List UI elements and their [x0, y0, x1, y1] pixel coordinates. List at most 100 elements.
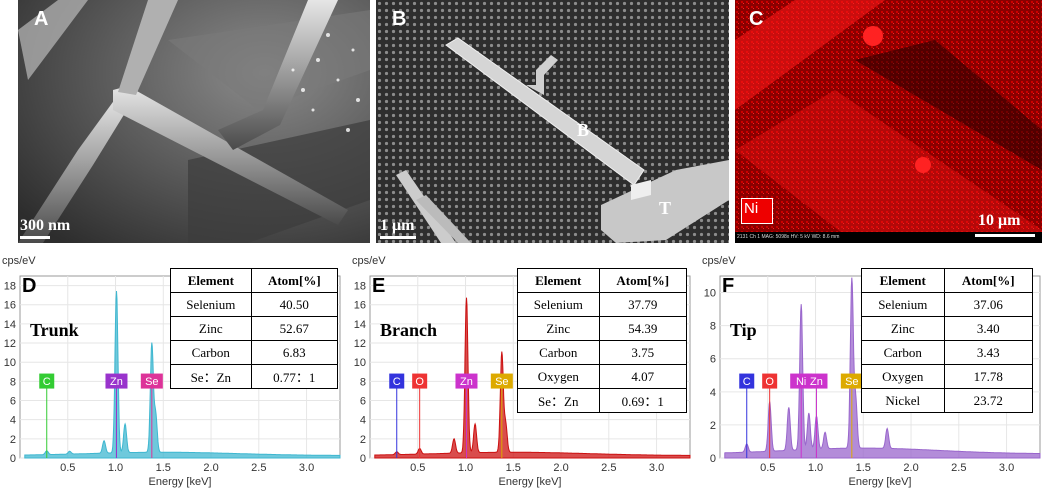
spectrum-area — [374, 297, 691, 459]
marker-tip: T — [659, 198, 672, 218]
scale-bar-c — [975, 234, 1035, 237]
peak-label-text: C — [393, 376, 401, 388]
cell-element: Selenium — [170, 292, 252, 317]
cell-value: 54.39 — [598, 316, 688, 341]
cell-value: 23.72 — [943, 388, 1034, 413]
x-axis-label: Energy [keV] — [499, 476, 562, 488]
cell-value: 37.06 — [943, 292, 1034, 317]
table-header: Element Atom[%] — [517, 268, 688, 293]
header-atom: Atom[%] — [250, 268, 339, 293]
peak-label-box — [389, 373, 405, 389]
spectrum-area — [24, 290, 341, 459]
x-tick-label: 0.5 — [410, 462, 425, 474]
x-tick-label: 2.5 — [601, 462, 616, 474]
peak-label-text: Zn — [110, 376, 123, 388]
scale-bar-a — [20, 236, 50, 239]
x-tick-label: 2.0 — [903, 462, 918, 474]
spectrum-title: Tip — [730, 320, 757, 340]
panel-label-c: C — [749, 8, 764, 30]
scale-text-a: 300 nm — [20, 217, 71, 234]
composition-table-branch: Element Atom[%] Selenium 37.79 Zinc 54.39 … — [517, 268, 688, 413]
cell-element: Se：Zn — [517, 388, 600, 413]
table-row: Nickel 23.72 — [861, 388, 1034, 413]
sem-image-branch — [376, 0, 729, 243]
cell-value: 17.78 — [943, 364, 1034, 389]
sem-info-strip: 2131 Ch 1 MAG: 5098x HV: 5 kV WD: 8.6 mm — [737, 234, 840, 240]
panel-letter: F — [722, 275, 734, 297]
y-tick-label: 0 — [10, 453, 16, 465]
y-tick-label: 10 — [354, 357, 366, 369]
sem-branch-graphic — [376, 0, 729, 243]
cell-element: Oxygen — [861, 364, 945, 389]
x-tick-label: 1.5 — [506, 462, 521, 474]
marker-branch: B — [577, 120, 590, 140]
peak-label-text: C — [743, 376, 751, 388]
table-row: Se：Zn 0.77：1 — [170, 364, 339, 389]
cell-element: Carbon — [170, 340, 252, 365]
element-tag-ni — [741, 198, 773, 224]
table-row: Oxygen 4.07 — [517, 364, 688, 389]
table-header: Element Atom[%] — [170, 268, 339, 293]
x-tick-label: 2.5 — [251, 462, 266, 474]
scale-bar-b — [380, 236, 416, 239]
panel-letter: E — [372, 275, 385, 297]
x-tick-label: 1.5 — [856, 462, 871, 474]
y-tick-label: 4 — [10, 415, 16, 427]
peak-label-box — [739, 373, 755, 389]
y-tick-label: 18 — [4, 281, 16, 293]
x-tick-label: 3.0 — [649, 462, 664, 474]
sem-trunk-graphic — [18, 0, 370, 243]
peak-label: Zn — [805, 373, 828, 389]
cell-element: Selenium — [861, 292, 945, 317]
spectrum-title: Branch — [380, 320, 437, 340]
cell-value: 0.77：1 — [250, 364, 339, 389]
peak-label-box — [39, 373, 55, 389]
cell-value: 40.50 — [250, 292, 339, 317]
y-tick-label: 8 — [10, 376, 16, 388]
y-tick-label: 10 — [4, 357, 16, 369]
cell-value: 3.43 — [943, 340, 1034, 365]
spectrum-area — [724, 277, 1041, 459]
table-row: Selenium 37.79 — [517, 292, 688, 317]
cell-element: Zinc — [170, 316, 252, 341]
peak-label: C — [39, 373, 55, 389]
peak-label-box — [840, 373, 863, 389]
y-tick-label: 2 — [10, 434, 16, 446]
peak-label-text: Zn — [810, 376, 823, 388]
cell-element: Oxygen — [517, 364, 600, 389]
header-atom: Atom[%] — [943, 268, 1034, 293]
cell-element: Zinc — [861, 316, 945, 341]
y-tick-label: 0 — [710, 453, 716, 465]
header-element: Element — [861, 268, 945, 293]
cell-element: Carbon — [861, 340, 945, 365]
cell-value: 6.83 — [250, 340, 339, 365]
y-tick-label: 2 — [710, 420, 716, 432]
peak-label-text: Zn — [460, 376, 473, 388]
composition-table-trunk: Element Atom[%] Selenium 40.50 Zinc 52.67 … — [170, 268, 339, 389]
y-tick-label: 6 — [360, 396, 366, 408]
y-tick-label: 18 — [354, 281, 366, 293]
x-axis-label: Energy [keV] — [149, 476, 212, 488]
cell-value: 0.69：1 — [598, 388, 688, 413]
peak-label-text: O — [765, 376, 774, 388]
table-row: Carbon 3.75 — [517, 340, 688, 365]
table-row: Carbon 3.43 — [861, 340, 1034, 365]
y-tick-label: 0 — [360, 453, 366, 465]
x-tick-label: 0.5 — [760, 462, 775, 474]
scale-text-b: 1 μm — [380, 217, 415, 234]
x-tick-label: 3.0 — [299, 462, 314, 474]
y-tick-label: 2 — [360, 434, 366, 446]
peak-label: C — [739, 373, 755, 389]
cell-value: 52.67 — [250, 316, 339, 341]
y-tick-label: 12 — [4, 338, 16, 350]
scale-text-c: 10 μm — [978, 212, 1021, 229]
cell-element: Se：Zn — [170, 364, 252, 389]
peak-label-box — [412, 373, 428, 389]
table-row: Zinc 52.67 — [170, 316, 339, 341]
cell-element: Nickel — [861, 388, 945, 413]
x-tick-label: 3.0 — [999, 462, 1014, 474]
y-axis-unit: cps/eV — [352, 255, 386, 267]
x-tick-label: 0.5 — [60, 462, 75, 474]
peak-label: Zn — [455, 373, 478, 389]
y-tick-label: 16 — [4, 300, 16, 312]
